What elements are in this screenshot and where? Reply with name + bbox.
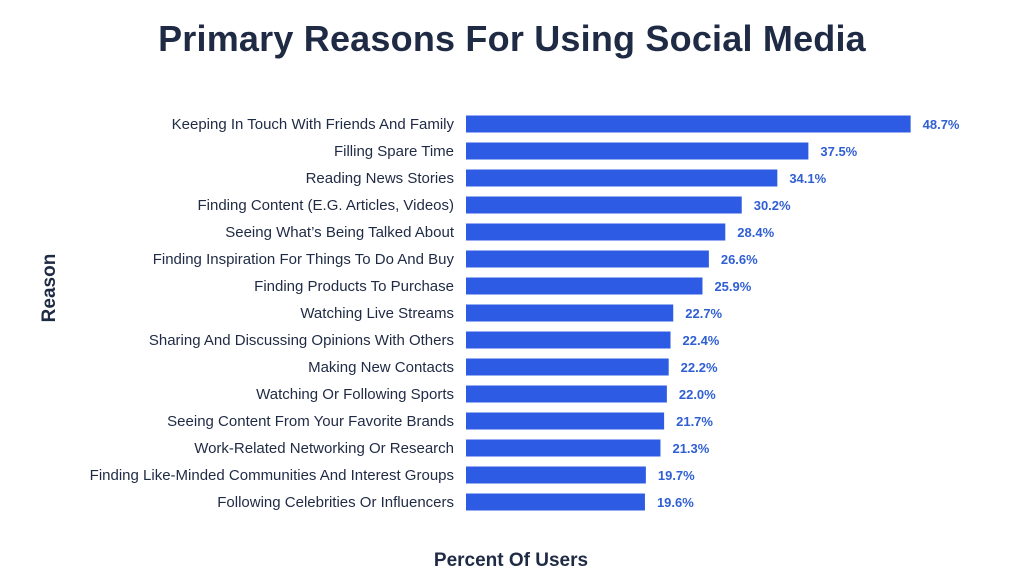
bar: [466, 196, 742, 214]
value-label: 22.4%: [683, 333, 720, 348]
category-label: Watching Live Streams: [300, 305, 454, 322]
bar: [466, 493, 645, 511]
category-label: Finding Products To Purchase: [254, 278, 454, 295]
bar: [466, 304, 674, 322]
value-label: 37.5%: [820, 144, 857, 159]
chart-title: Primary Reasons For Using Social Media: [158, 18, 866, 59]
value-label: 21.3%: [672, 441, 709, 456]
value-label: 28.4%: [737, 225, 774, 240]
category-label: Work-Related Networking Or Research: [194, 440, 454, 457]
bar: [466, 142, 809, 160]
value-label: 22.0%: [679, 387, 716, 402]
bar: [466, 439, 661, 457]
category-label: Reading News Stories: [306, 170, 454, 187]
value-label: 22.7%: [685, 306, 722, 321]
value-label: 34.1%: [789, 171, 826, 186]
category-label: Following Celebrities Or Influencers: [217, 494, 454, 511]
bar: [466, 115, 911, 133]
category-label: Finding Like-Minded Communities And Inte…: [90, 467, 454, 484]
value-label: 25.9%: [714, 279, 751, 294]
bar: [466, 277, 703, 295]
value-label: 19.7%: [658, 468, 695, 483]
value-label: 19.6%: [657, 495, 694, 510]
x-axis-label: Percent Of Users: [434, 550, 588, 571]
bar: [466, 223, 726, 241]
category-label: Finding Content (E.G. Articles, Videos): [197, 197, 454, 214]
category-label: Finding Inspiration For Things To Do And…: [153, 251, 455, 268]
category-label: Seeing Content From Your Favorite Brands: [167, 413, 454, 430]
bar: [466, 466, 646, 484]
category-label: Filling Spare Time: [334, 143, 454, 160]
value-labels: 48.7% 37.5% 34.1% 30.2% 28.4% 26.6% 25.9% 22.7%…: [657, 117, 960, 510]
bar: [466, 331, 671, 349]
category-label: Sharing And Discussing Opinions With Oth…: [149, 332, 454, 349]
value-label: 30.2%: [754, 198, 791, 213]
category-label: Seeing What’s Being Talked About: [225, 224, 455, 241]
category-label: Watching Or Following Sports: [256, 386, 454, 403]
y-axis-label: Reason: [39, 254, 60, 323]
value-label: 21.7%: [676, 414, 713, 429]
bar: [466, 169, 778, 187]
bar: [466, 250, 709, 268]
bar: [466, 385, 667, 403]
bar: [466, 412, 665, 430]
category-label: Making New Contacts: [308, 359, 454, 376]
bar: [466, 358, 669, 376]
value-label: 26.6%: [721, 252, 758, 267]
bars-layer: [466, 115, 911, 511]
value-label: 48.7%: [923, 117, 960, 132]
category-labels: Keeping In Touch With Friends And Family…: [90, 116, 455, 511]
category-label: Keeping In Touch With Friends And Family: [172, 116, 455, 133]
value-label: 22.2%: [681, 360, 718, 375]
